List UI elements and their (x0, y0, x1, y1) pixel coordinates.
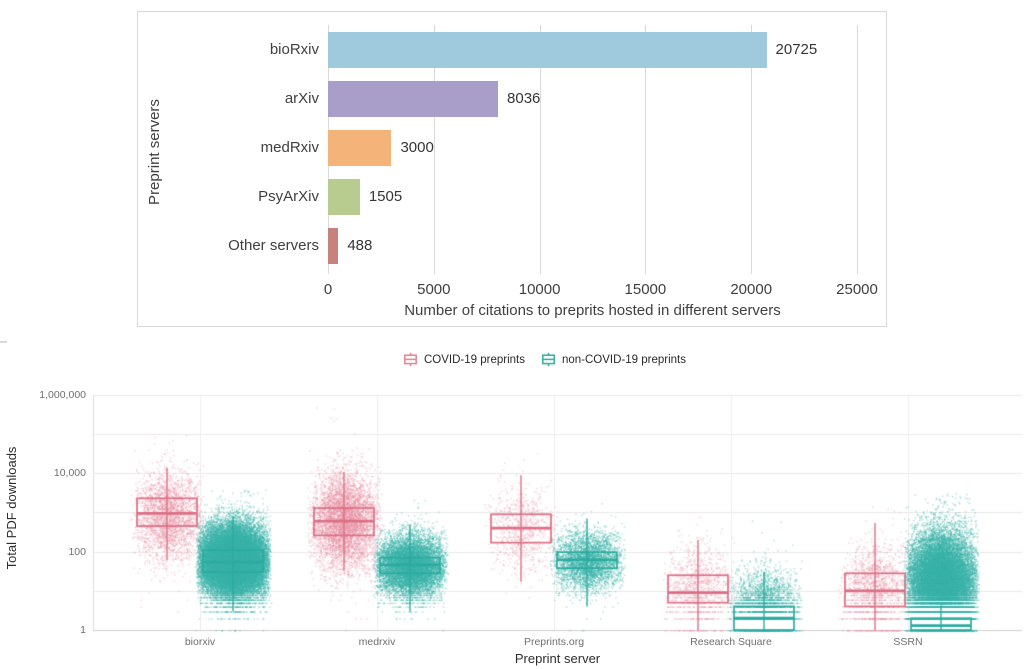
bar-category-label: PsyArXiv (258, 188, 319, 205)
legend-label-covid: COVID-19 preprints (424, 353, 525, 366)
citations-x-tick-label: 10000 (518, 281, 561, 298)
citations-gridline (433, 25, 435, 274)
legend-label-noncovid: non-COVID-19 preprints (561, 353, 686, 366)
downloads-y-tick-label: 1,000,000 (39, 388, 86, 401)
bar-other-servers (328, 228, 339, 264)
downloads-x-axis-title: Preprint server (514, 651, 601, 666)
citations-gridline (857, 25, 858, 274)
bar-biorxiv (328, 32, 767, 68)
bar-psyarxiv (328, 179, 360, 215)
citations-x-tick-label: 15000 (624, 281, 667, 298)
downloads-y-tick-label: 100 (68, 545, 86, 558)
downloads-x-tick-label: medrxiv (358, 636, 396, 648)
bar-category-label: Other servers (228, 237, 319, 254)
citations-x-tick-label: 0 (323, 281, 333, 298)
bar-category-label: medRxiv (260, 139, 319, 156)
bar-value-label: 8036 (507, 90, 541, 107)
boxplot-glyph-icon (403, 352, 417, 367)
citations-gridline (539, 25, 541, 274)
bar-value-label: 3000 (400, 139, 434, 156)
bar-value-label: 1505 (368, 188, 403, 205)
boxplot-glyph-icon (541, 352, 555, 367)
bar-value-label: 488 (347, 237, 373, 254)
downloads-y-tick-label: 10,000 (53, 467, 86, 480)
legend-item-noncovid: non-COVID-19 preprints (541, 352, 686, 367)
screenshot-edge-artifact (0, 341, 7, 343)
downloads-x-tick-label: SSRN (893, 636, 923, 648)
legend-item-covid: COVID-19 preprints (403, 352, 525, 367)
bar-value-label: 20725 (775, 41, 818, 58)
bar-category-label: bioRxiv (269, 41, 319, 58)
bar-medrxiv (328, 130, 392, 166)
citations-x-tick-label: 25000 (836, 281, 878, 298)
downloads-x-tick-label: Preprints.org (523, 636, 585, 648)
citations-gridline (751, 25, 753, 274)
downloads-y-axis-title: Total PDF downloads (4, 446, 19, 570)
citations-chart: Preprint servers bioRxiv 20725 arXiv 8036 me… (137, 11, 887, 327)
citations-x-tick-label: 20000 (730, 281, 773, 298)
citations-x-tick-label: 5000 (417, 281, 451, 298)
bar-arxiv (328, 81, 499, 117)
legend: COVID-19 preprints non-COVID-19 preprint… (80, 352, 1009, 367)
bar-category-label: arXiv (284, 90, 319, 107)
downloads-x-tick-label: biorxiv (184, 636, 216, 648)
downloads-y-tick-label: 1 (80, 624, 86, 636)
citations-gridline (645, 25, 647, 274)
citations-x-axis-title: Number of citations to preprits hosted i… (404, 302, 781, 319)
downloads-x-tick-label: Research Square (690, 636, 772, 648)
